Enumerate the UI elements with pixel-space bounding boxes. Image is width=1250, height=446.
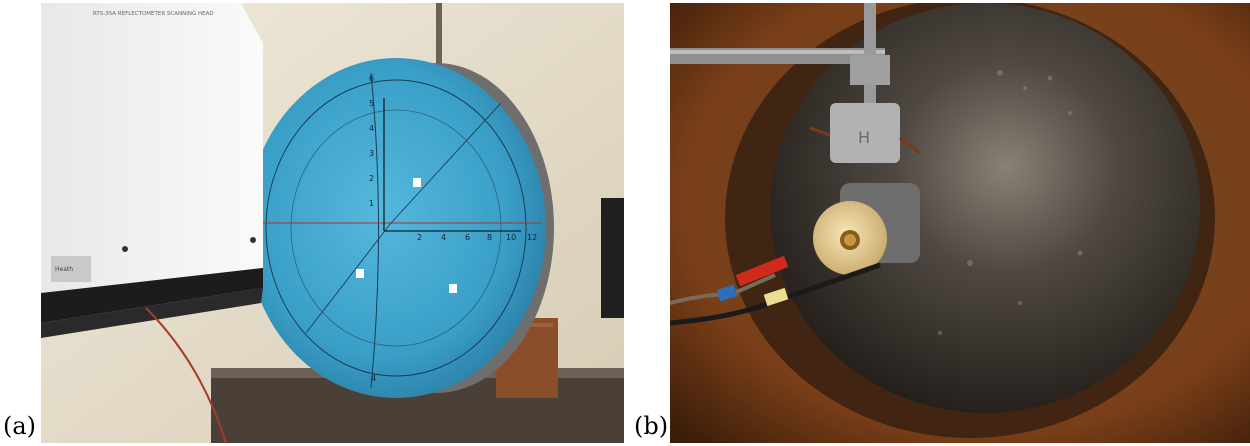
clamp [850, 55, 890, 85]
right-equipment [601, 198, 624, 318]
y-tick-label: 1 [369, 199, 374, 208]
photo-panel-a: 1 2 3 4 5 6 2 4 6 8 10 12 4 RTS-35A REFL… [41, 3, 624, 443]
y-tick-label: 3 [369, 149, 374, 158]
panel-label-b: (b) [634, 412, 669, 440]
y-tick-label: 4 [369, 124, 374, 133]
x-tick-label: 8 [487, 233, 492, 242]
sticker [51, 256, 91, 282]
bottom-mark: 4 [371, 374, 376, 383]
x-tick-label: 6 [465, 233, 470, 242]
vertical-rod [864, 3, 876, 103]
white-marker [413, 178, 421, 187]
white-marker [449, 284, 457, 293]
x-tick-label: 2 [417, 233, 422, 242]
scanning-head [41, 3, 263, 293]
sample-holder-photo: H [670, 3, 1250, 443]
reflectometer-photo: 1 2 3 4 5 6 2 4 6 8 10 12 4 RTS-35A REFL… [41, 3, 624, 443]
knob [122, 246, 128, 252]
photo-panel-b: H [670, 3, 1250, 443]
y-tick-label: 5 [369, 99, 374, 108]
panel-label-a: (a) [3, 412, 37, 440]
x-tick-label: 12 [527, 233, 537, 242]
x-tick-label: 4 [441, 233, 446, 242]
sticker-text: Heath [55, 266, 73, 273]
knob [250, 237, 256, 243]
instrument-label: RTS-35A REFLECTOMETER SCANNING HEAD [93, 11, 214, 17]
holder-mark: H [858, 128, 870, 147]
holder-block [830, 103, 900, 163]
y-tick-label: 6 [369, 74, 374, 83]
x-tick-label: 10 [506, 233, 516, 242]
y-tick-label: 2 [369, 174, 374, 183]
white-marker [356, 269, 364, 278]
